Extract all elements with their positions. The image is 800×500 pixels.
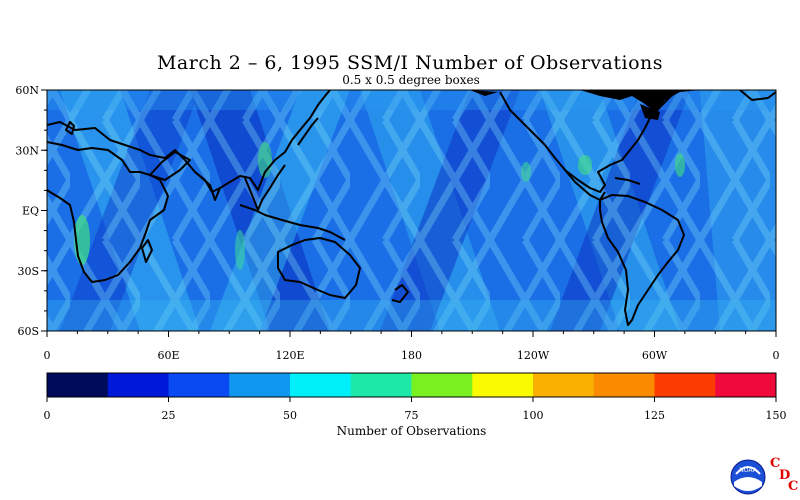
central-america-coastline xyxy=(564,169,606,201)
arabia-coastline xyxy=(149,151,191,181)
madagascar-coastline xyxy=(141,239,153,263)
colorbar-swatch-6 xyxy=(411,373,473,397)
colorbar-tick-0: 0 xyxy=(44,409,51,422)
south-america-coastline xyxy=(599,194,685,326)
chart-subtitle: 0.5 x 0.5 degree boxes xyxy=(342,73,480,87)
colorbar-swatch-1 xyxy=(107,373,169,397)
colorbar-swatch-4 xyxy=(290,373,352,397)
lon-axis: 0 60E 120E 180 120W 60W 0 xyxy=(44,331,780,362)
colorbar-tick-100: 100 xyxy=(523,409,544,422)
colorbar-swatch-11 xyxy=(715,373,777,397)
colorbar-tick-50: 50 xyxy=(283,409,297,422)
colorbar-swatch-10 xyxy=(654,373,716,397)
logo-letter-c1: C xyxy=(770,456,780,471)
sea-ice xyxy=(470,90,700,120)
nz-coastline xyxy=(391,284,409,303)
colorbar-tick-150: 150 xyxy=(766,409,787,422)
lon-label-2: 120E xyxy=(275,349,304,362)
colorbar-swatch-5 xyxy=(350,373,412,397)
lat-label-eq: EQ xyxy=(22,205,39,218)
colorbar xyxy=(46,372,777,398)
chart-title: March 2 – 6, 1995 SSM/I Number of Observ… xyxy=(156,52,664,74)
colorbar-swatch-8 xyxy=(533,373,595,397)
africa-coastline xyxy=(47,141,169,283)
lat-label-60s: 60S xyxy=(17,325,39,338)
colorbar-swatch-0 xyxy=(47,373,109,397)
lon-label-6: 0 xyxy=(773,349,780,362)
colorbar-tick-25: 25 xyxy=(162,409,176,422)
australia-coastline xyxy=(277,237,361,299)
noaa-text: NOAA xyxy=(739,467,757,474)
coastlines xyxy=(47,90,776,326)
colorbar-swatch-3 xyxy=(229,373,291,397)
lat-label-30n: 30N xyxy=(15,144,39,157)
logo-letter-c2: C xyxy=(788,479,798,494)
lon-label-4: 120W xyxy=(517,349,550,362)
britain-coastline xyxy=(65,121,75,135)
colorbar-swatch-2 xyxy=(168,373,230,397)
eurasia-coastline xyxy=(47,90,331,193)
map-panel xyxy=(47,90,776,331)
colorbar-title: Number of Observations xyxy=(336,424,487,438)
colorbar-tick-125: 125 xyxy=(644,409,665,422)
lon-label-5: 60W xyxy=(642,349,668,362)
colorbar-tick-75: 75 xyxy=(405,409,419,422)
lon-label-3: 180 xyxy=(401,349,422,362)
india-coastline xyxy=(194,171,221,201)
seasia-coastline xyxy=(244,164,286,211)
colorbar-ticks: 0 25 50 75 100 125 150 xyxy=(44,397,787,422)
colorbar-swatch-7 xyxy=(472,373,534,397)
noaa-cdc-logo: NOAA C D C xyxy=(730,456,798,495)
japan-coastline xyxy=(297,117,319,146)
lon-label-1: 60E xyxy=(157,349,179,362)
colorbar-swatch-9 xyxy=(593,373,655,397)
north-america-coastline xyxy=(499,91,676,193)
caribbean-coastline xyxy=(614,177,641,185)
indonesia-coastline xyxy=(239,204,346,241)
lon-label-0: 0 xyxy=(44,349,51,362)
lat-label-30s: 30S xyxy=(17,265,39,278)
greenland-coastline xyxy=(739,90,776,101)
logo-letter-d: D xyxy=(779,468,790,483)
observation-swaths xyxy=(47,90,776,331)
lat-label-60n: 60N xyxy=(15,84,39,97)
lat-axis: 60N 30N EQ 30S 60S xyxy=(15,84,47,338)
